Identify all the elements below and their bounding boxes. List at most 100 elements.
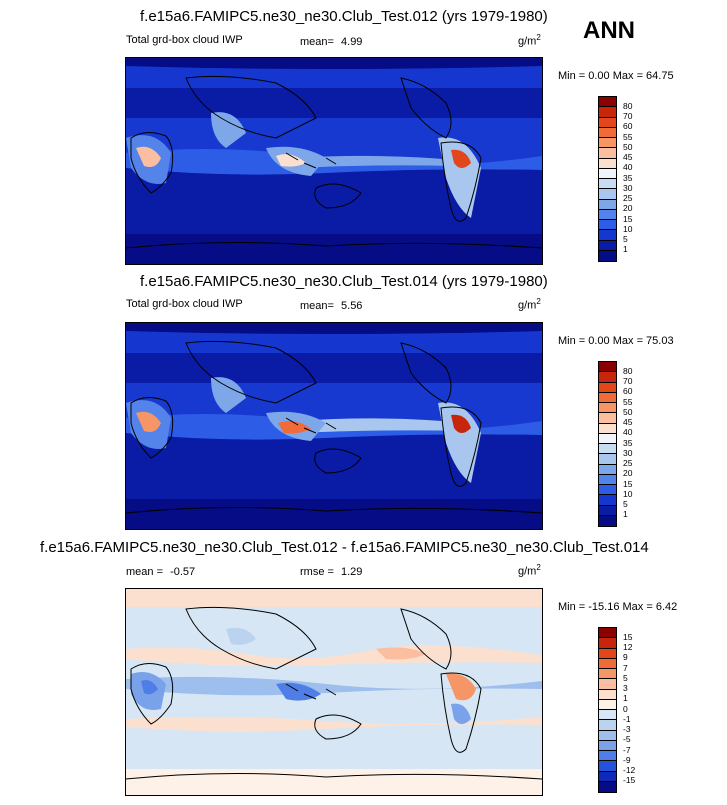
colorbar-segment (599, 730, 616, 741)
colorbar-segment (599, 464, 616, 475)
mean-stat: mean= 4.99 (300, 36, 362, 48)
units-text: g/m (518, 35, 537, 48)
colorbar-tick-label: 55 (623, 396, 633, 407)
season-label: ANN (583, 17, 635, 44)
colorbar-segment (599, 444, 616, 455)
min-max-label: Min = 0.00 Max = 75.03 (558, 335, 674, 347)
rmse-value: 1.29 (341, 566, 363, 578)
colorbar-tick-label: 1 (623, 693, 628, 704)
variable-label: Total grd-box cloud IWP (126, 34, 243, 46)
colorbar-segment (599, 720, 616, 731)
colorbar-segment (599, 382, 616, 393)
colorbar-tick-label: -7 (623, 744, 631, 755)
map-field (126, 323, 542, 529)
colorbar-segment (599, 107, 616, 118)
colorbar-tick-label: 80 (623, 100, 633, 111)
colorbar-segment (599, 454, 616, 465)
colorbar-segment (599, 230, 616, 241)
min-max-label: Min = 0.00 Max = 64.75 (558, 70, 674, 82)
colorbar-tick-label: -3 (623, 724, 631, 734)
colorbar-tick-label: 25 (623, 193, 633, 203)
variable-label: Total grd-box cloud IWP (126, 298, 243, 310)
colorbar-segment (599, 423, 616, 434)
units-superscript: 2 (536, 33, 541, 42)
colorbar-segment (599, 372, 616, 383)
colorbar-tick-label: 70 (623, 376, 633, 386)
colorbar-tick-label: 60 (623, 386, 633, 397)
mean-stat: mean = -0.57 (126, 566, 195, 578)
colorbar-tick-label: 3 (623, 683, 628, 693)
colorbar-tick-label: 10 (623, 488, 633, 499)
colorbar-segment (599, 148, 616, 159)
min-max-label: Min = -15.16 Max = 6.42 (558, 601, 678, 613)
colorbar-segment (599, 168, 616, 179)
rmse-stat: rmse = 1.29 (300, 566, 362, 578)
colorbar-1 (598, 96, 617, 262)
colorbar-segment (599, 781, 616, 792)
colorbar-tick-label: 35 (623, 437, 633, 448)
colorbar-segment (599, 658, 616, 669)
units-label: g/m2 (518, 297, 541, 312)
colorbar-segment (599, 362, 616, 373)
colorbar-segment (599, 433, 616, 444)
colorbar-tick-label: -9 (623, 754, 631, 765)
colorbar-segment (599, 392, 616, 403)
colorbar-tick-label: 15 (623, 213, 633, 224)
colorbar-tick-label: 7 (623, 662, 628, 673)
colorbar-tick-label: 50 (623, 141, 633, 152)
mean-value: 5.56 (341, 300, 363, 312)
colorbar-tick-label: 12 (623, 642, 633, 652)
colorbar-tick-label: -12 (623, 765, 636, 775)
map-panel-2 (125, 322, 543, 530)
colorbar-tick-label: 15 (623, 478, 633, 489)
panel-title: f.e15a6.FAMIPC5.ne30_ne30.Club_Test.012 … (140, 8, 548, 25)
map-field (126, 589, 542, 795)
colorbar-segment (599, 699, 616, 710)
colorbar-segment (599, 648, 616, 659)
colorbar-tick-label: 80 (623, 365, 633, 376)
colorbar-2 (598, 361, 617, 527)
units-superscript: 2 (536, 563, 541, 572)
map-panel-1 (125, 57, 543, 265)
mean-label: mean = (126, 566, 163, 578)
colorbar-segment (599, 250, 616, 261)
colorbar-tick-label: 1 (623, 509, 628, 520)
colorbar-segment (599, 413, 616, 424)
panel-title: f.e15a6.FAMIPC5.ne30_ne30.Club_Test.014 … (140, 273, 548, 290)
colorbar-segment (599, 638, 616, 649)
colorbar-tick-label: 9 (623, 652, 628, 663)
colorbar-segment (599, 138, 616, 149)
colorbar-segment (599, 710, 616, 721)
colorbar-segment (599, 515, 616, 526)
colorbar-tick-label: 0 (623, 703, 628, 714)
colorbar-tick-label: 5 (623, 672, 628, 683)
colorbar-segment (599, 199, 616, 210)
colorbar-segment (599, 189, 616, 200)
colorbar-segment (599, 669, 616, 680)
colorbar-tick-label: 70 (623, 111, 633, 121)
colorbar-segment (599, 474, 616, 485)
colorbar-tick-label: 5 (623, 234, 628, 244)
colorbar-segment (599, 495, 616, 506)
colorbar-tick-label: 1 (623, 244, 628, 255)
colorbar-tick-label: 60 (623, 121, 633, 132)
colorbar-tick-label: 40 (623, 427, 633, 438)
colorbar-segment (599, 689, 616, 700)
mean-value: -0.57 (170, 566, 196, 578)
colorbar-tick-label: -15 (623, 775, 636, 786)
colorbar-segment (599, 240, 616, 251)
colorbar-tick-label: 15 (623, 631, 633, 642)
colorbar-segment (599, 761, 616, 772)
colorbar-tick-label: 30 (623, 447, 633, 458)
colorbar-tick-label: 20 (623, 203, 633, 214)
units-label: g/m2 (518, 563, 541, 578)
colorbar-tick-label: 40 (623, 162, 633, 173)
colorbar-segment (599, 679, 616, 690)
colorbar-segment (599, 179, 616, 190)
colorbar-3 (598, 627, 617, 793)
colorbar-tick-label: -1 (623, 713, 631, 724)
colorbar-segment (599, 220, 616, 231)
units-label: g/m2 (518, 33, 541, 48)
colorbar-tick-label: 45 (623, 417, 633, 427)
colorbar-segment (599, 97, 616, 108)
